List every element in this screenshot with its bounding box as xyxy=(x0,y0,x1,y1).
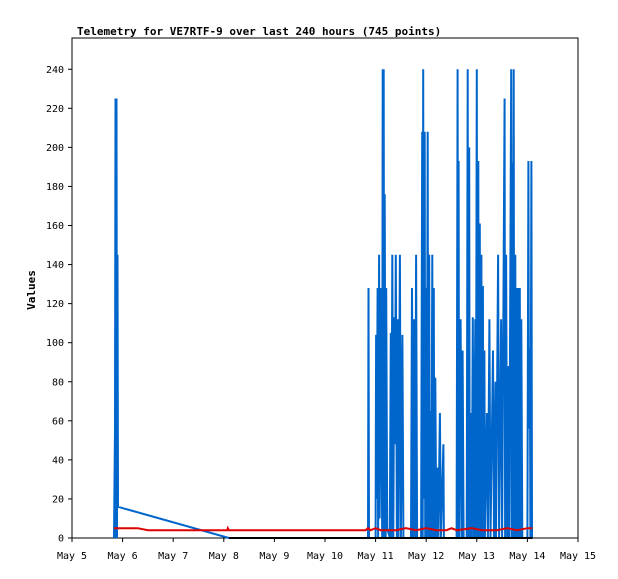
x-tick-label: May 15 xyxy=(560,551,596,562)
y-tick-label: 240 xyxy=(46,65,64,76)
x-tick-label: May 12 xyxy=(408,551,444,562)
y-tick-label: 0 xyxy=(58,534,64,545)
x-tick-label: May 7 xyxy=(158,551,188,562)
y-axis: 0 20 40 60 80 100 120 140 160 180 200 220 240 xyxy=(46,65,72,545)
y-tick-label: 140 xyxy=(46,260,64,271)
y-tick-label: 220 xyxy=(46,104,64,115)
series-line-2 xyxy=(114,525,533,532)
y-tick-label: 120 xyxy=(46,299,64,310)
y-tick-label: 100 xyxy=(46,338,64,349)
x-tick-label: May 5 xyxy=(57,551,87,562)
x-tick-label: May 9 xyxy=(259,551,289,562)
x-tick-label: May 10 xyxy=(307,551,343,562)
x-tick-label: May 13 xyxy=(459,551,495,562)
y-tick-label: 40 xyxy=(52,455,64,466)
x-axis: May 5 May 6 May 7 May 8 May 9 May 10 May 11 May… xyxy=(57,538,596,562)
x-tick-label: May 11 xyxy=(358,551,394,562)
y-tick-label: 160 xyxy=(46,221,64,232)
y-tick-label: 180 xyxy=(46,182,64,193)
chart-title: Telemetry for VE7RTF-9 over last 240 hou… xyxy=(77,25,441,38)
y-tick-label: 200 xyxy=(46,143,64,154)
series-line-1 xyxy=(113,69,533,539)
y-tick-label: 80 xyxy=(52,377,64,388)
x-tick-label: May 6 xyxy=(108,551,138,562)
x-tick-label: May 8 xyxy=(209,551,239,562)
y-tick-label: 20 xyxy=(52,494,64,505)
x-tick-label: May 14 xyxy=(509,551,545,562)
y-axis-label: Values xyxy=(25,270,38,310)
y-tick-label: 60 xyxy=(52,416,64,427)
